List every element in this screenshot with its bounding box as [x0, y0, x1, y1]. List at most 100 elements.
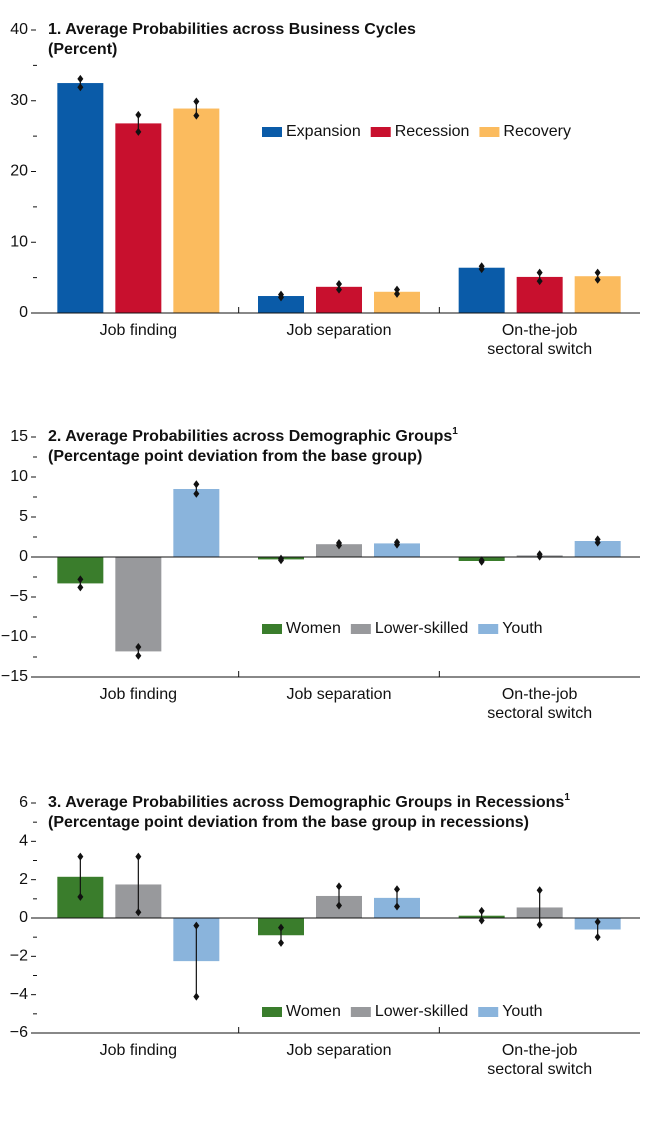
bar — [316, 544, 362, 557]
bar — [374, 543, 420, 557]
footnote-marker: 1 — [452, 426, 458, 437]
error-cap — [135, 908, 142, 917]
error-cap — [594, 538, 601, 547]
error-cap — [394, 885, 400, 894]
x-label-line: Job separation — [287, 1042, 392, 1059]
bar — [173, 489, 220, 557]
x-label-line: sectoral switch — [487, 705, 592, 722]
legend-swatch — [350, 624, 371, 634]
chart-title: 2. Average Probabilities across Demograp… — [48, 426, 458, 446]
error-cap — [135, 651, 142, 660]
error-cap — [77, 74, 84, 83]
y-tick-label: −2 — [10, 948, 28, 965]
error-cap — [193, 111, 200, 120]
error-cap — [77, 852, 84, 861]
chart-subtitle: (Percent) — [48, 41, 117, 58]
x-label-line: On-the-job — [502, 1042, 578, 1059]
error-cap — [336, 279, 342, 288]
legend-label: Expansion — [286, 123, 361, 140]
bar — [258, 296, 304, 313]
legend-swatch — [370, 127, 391, 137]
x-label-line: Job separation — [287, 322, 392, 339]
legend-swatch — [479, 127, 500, 137]
error-cap — [594, 933, 601, 942]
error-cap — [536, 886, 543, 895]
legend-swatch — [478, 624, 499, 634]
error-cap — [278, 938, 284, 947]
error-cap — [193, 992, 200, 1001]
error-cap — [77, 575, 84, 584]
error-cap — [394, 285, 400, 294]
error-cap — [478, 557, 485, 566]
legend-swatch — [262, 624, 282, 634]
error-cap — [394, 902, 400, 911]
x-label-line: Job finding — [100, 322, 177, 339]
error-cap — [193, 97, 200, 106]
legend-label: Women — [286, 620, 341, 637]
legend-label: Youth — [502, 1003, 542, 1020]
error-cap — [336, 541, 342, 550]
y-tick-label: 0 — [19, 909, 28, 926]
title-text: 1. Average Probabilities across Business… — [48, 21, 416, 38]
y-tick-label: −15 — [1, 668, 28, 685]
y-tick-label: 15 — [10, 428, 28, 445]
x-tick-label: On-the-job sectoral switch — [487, 322, 592, 358]
legend-label: Lower-skilled — [375, 620, 468, 637]
y-tick-label: 6 — [19, 794, 28, 811]
y-tick-label: 4 — [19, 833, 28, 850]
error-cap — [77, 892, 84, 901]
x-tick-label: On-the-job sectoral switch — [487, 1042, 592, 1078]
error-cap — [336, 285, 342, 294]
legend-swatch — [262, 1007, 282, 1017]
legend-label: Youth — [502, 620, 542, 637]
error-cap — [77, 583, 84, 592]
x-label-line: On-the-job — [502, 322, 578, 339]
x-tick-label: Job finding — [100, 322, 177, 339]
footnote-marker: 1 — [564, 792, 570, 803]
y-tick-label: 20 — [10, 163, 28, 180]
x-tick-label: Job finding — [100, 686, 177, 703]
error-cap — [135, 127, 142, 136]
error-cap — [594, 275, 601, 284]
y-tick-label: 2 — [19, 871, 28, 888]
x-tick-label: Job separation — [287, 686, 392, 703]
legend-swatch — [478, 1007, 499, 1017]
legend-label: Women — [286, 1003, 341, 1020]
chart-title: 3. Average Probabilities across Demograp… — [48, 792, 570, 812]
title-text: 3. Average Probabilities across Demograp… — [48, 794, 564, 811]
y-tick-label: 0 — [19, 548, 28, 565]
bar — [458, 267, 505, 313]
error-cap — [278, 923, 284, 932]
x-label-line: Job separation — [287, 686, 392, 703]
error-cap — [536, 268, 543, 277]
legend-swatch — [350, 1007, 371, 1017]
x-tick-label: Job separation — [287, 1042, 392, 1059]
error-cap — [193, 489, 200, 498]
x-tick-label: Job finding — [100, 1042, 177, 1059]
error-cap — [478, 906, 485, 915]
error-cap — [336, 882, 342, 891]
error-cap — [135, 852, 142, 861]
error-cap — [193, 921, 200, 930]
y-tick-label: −10 — [1, 628, 28, 645]
bar — [115, 123, 162, 313]
x-label-line: Job finding — [100, 1042, 177, 1059]
x-label-line: Job finding — [100, 686, 177, 703]
y-tick-label: 40 — [10, 21, 28, 38]
error-cap — [594, 268, 601, 277]
y-tick-label: 30 — [10, 92, 28, 109]
error-cap — [193, 480, 200, 489]
legend-label: Lower-skilled — [375, 1003, 468, 1020]
error-cap — [394, 289, 400, 298]
x-label-line: sectoral switch — [487, 1061, 592, 1078]
bar — [173, 108, 220, 313]
y-tick-label: 5 — [19, 508, 28, 525]
error-cap — [536, 277, 543, 286]
error-cap — [135, 643, 142, 651]
error-cap — [278, 556, 284, 565]
y-tick-label: 10 — [10, 233, 28, 250]
title-text: 2. Average Probabilities across Demograp… — [48, 428, 452, 445]
x-label-line: sectoral switch — [487, 341, 592, 358]
chart-subtitle: (Percentage point deviation from the bas… — [48, 448, 422, 465]
chart-title: 1. Average Probabilities across Business… — [48, 21, 416, 38]
